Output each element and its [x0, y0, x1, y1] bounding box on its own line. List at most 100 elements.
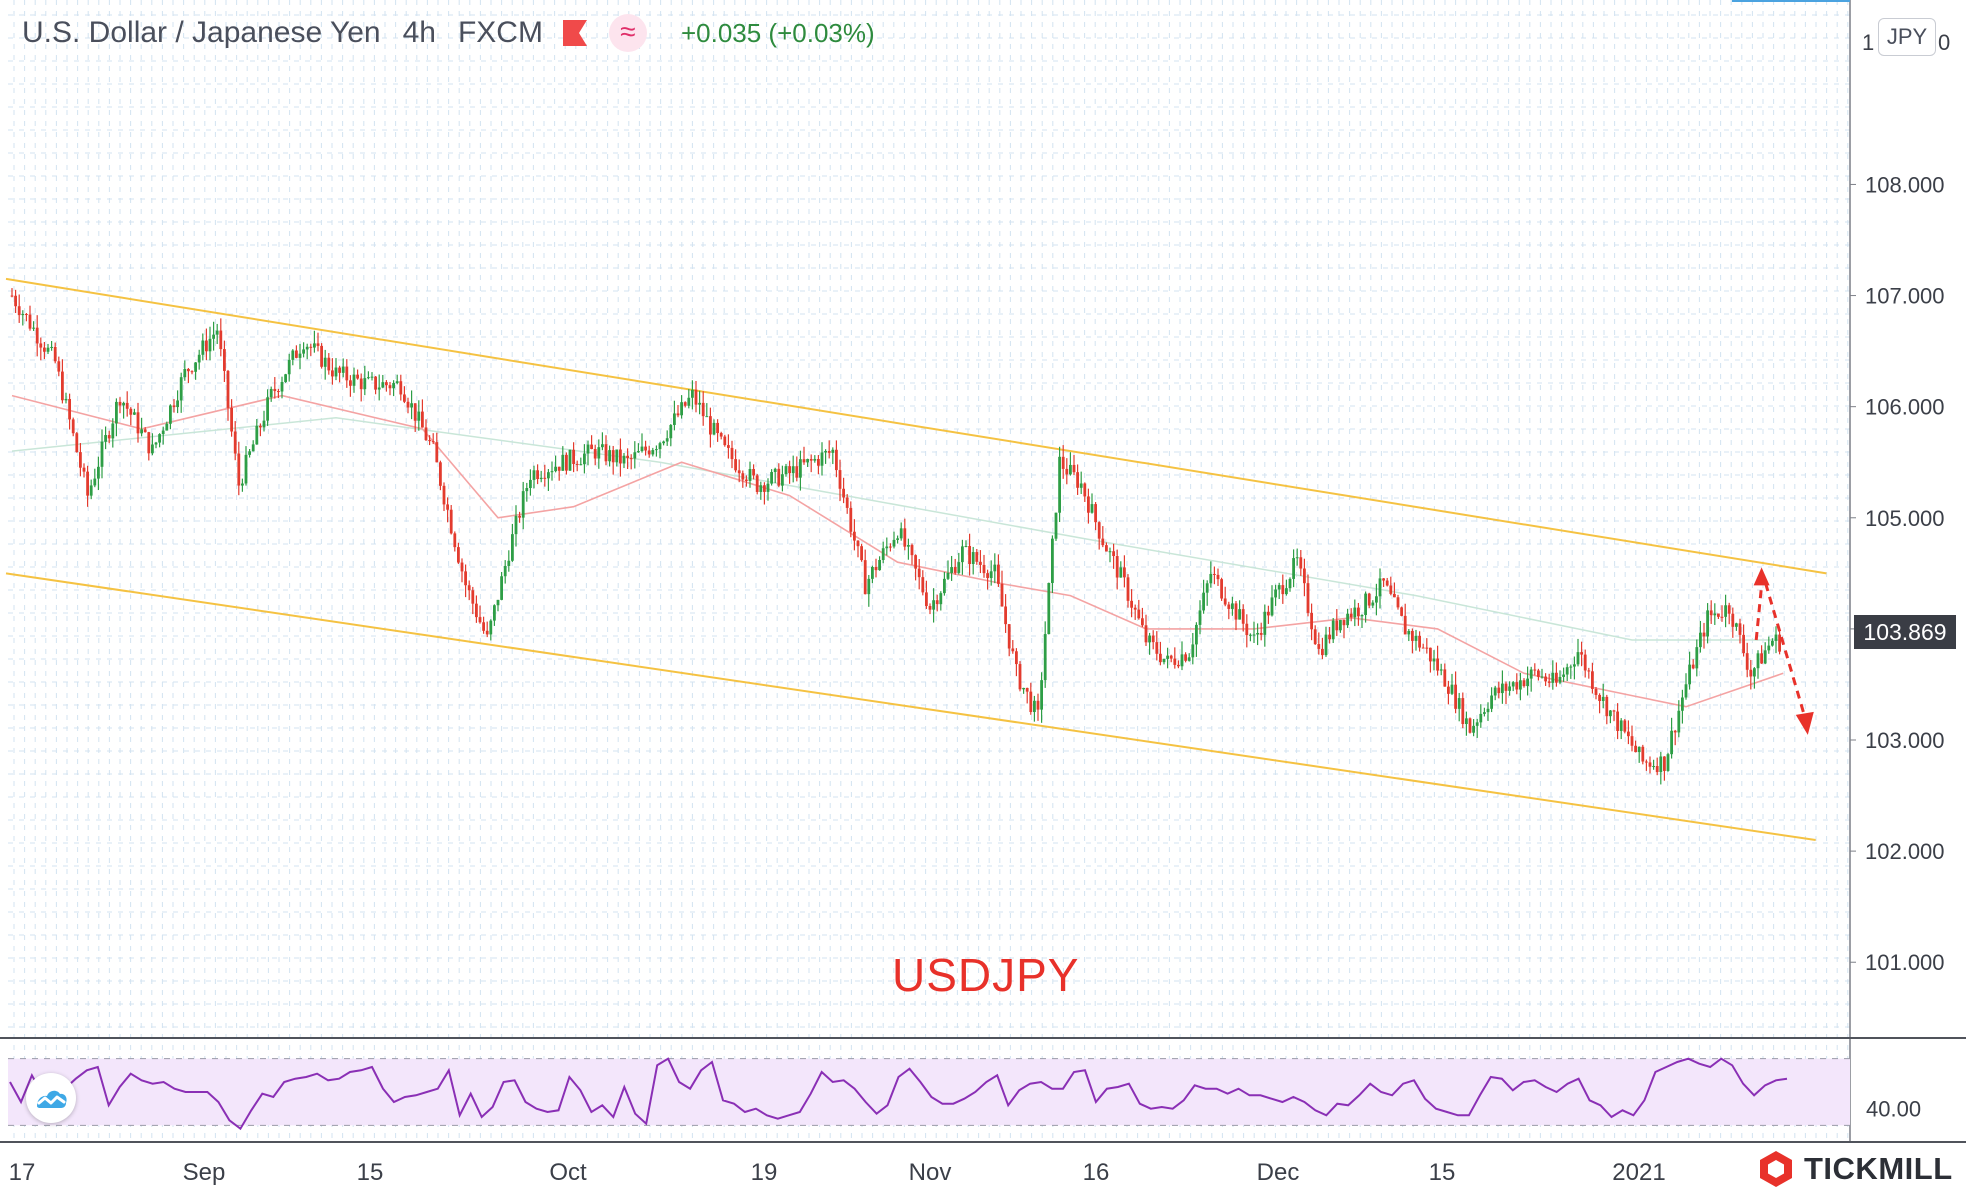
- candle-body-up: [1637, 746, 1641, 753]
- candle-body-down: [1105, 545, 1108, 552]
- candle-body-up: [1043, 634, 1047, 681]
- candle-body-down: [1004, 606, 1007, 625]
- candle-body-down: [763, 485, 766, 492]
- candle-body-up: [597, 447, 601, 459]
- candle-body-down: [1357, 607, 1360, 617]
- candle-body-down: [827, 450, 831, 453]
- candle-body-up: [1713, 613, 1717, 616]
- candle-body-down: [1281, 585, 1285, 595]
- candle-body-up: [1346, 613, 1349, 626]
- candle-body-up: [1198, 610, 1202, 625]
- interval-label[interactable]: 4h: [402, 16, 436, 49]
- candle-body-down: [237, 453, 241, 486]
- candle-body-up: [165, 423, 169, 431]
- candle-body-up: [140, 429, 143, 434]
- candle-body-up: [773, 468, 777, 473]
- candle-body-down: [1537, 670, 1540, 677]
- candle-body-down: [1580, 652, 1583, 655]
- candle-body-up: [1375, 596, 1378, 603]
- candle-body-up: [601, 444, 604, 448]
- candle-body-down: [701, 402, 705, 417]
- candle-body-up: [1573, 664, 1576, 667]
- candle-body-down: [845, 497, 849, 508]
- forecast-down-arrowhead: [1795, 711, 1814, 735]
- candle-body-down: [1184, 654, 1187, 661]
- candle-body-down: [1702, 632, 1706, 637]
- candle-body-up: [266, 397, 269, 421]
- candle-body-up: [1331, 620, 1335, 640]
- candle-body-up: [158, 434, 161, 443]
- candle-body-down: [719, 433, 723, 437]
- candle-body-down: [975, 552, 979, 562]
- candle-body-down: [755, 475, 759, 492]
- candle-body-up: [302, 349, 305, 354]
- source-label[interactable]: FXCM: [457, 16, 543, 49]
- candle-body-up: [1519, 680, 1522, 690]
- candle-body-up: [212, 334, 215, 339]
- candle-body-down: [1468, 718, 1472, 733]
- candle-body-up: [665, 438, 669, 442]
- candle-body-down: [903, 528, 907, 547]
- candle-body-down: [349, 380, 352, 386]
- candle-body-down: [464, 571, 467, 586]
- candle-body-up: [705, 416, 709, 418]
- brand-name: TICKMILL: [1804, 1151, 1953, 1186]
- candle-body-down: [356, 374, 359, 379]
- price-tick-label-partial: 0: [1938, 30, 1950, 55]
- candle-body-down: [1544, 676, 1547, 682]
- candle-body-up: [759, 485, 763, 492]
- candle-body-up: [1339, 620, 1342, 631]
- candle-body-down: [1616, 711, 1619, 731]
- candle-body-down: [1547, 681, 1551, 683]
- candle-body-down: [1025, 687, 1029, 692]
- candle-body-up: [1526, 678, 1529, 687]
- candle-body-up: [1054, 512, 1058, 539]
- candle-body-up: [1285, 588, 1288, 595]
- candle-body-up: [1371, 602, 1375, 606]
- approx-wave-icon[interactable]: ≈: [608, 14, 647, 52]
- candle-body-down: [737, 470, 741, 474]
- candle-body-down: [230, 407, 233, 432]
- candle-body-up: [392, 383, 395, 389]
- candles: [10, 288, 1781, 785]
- candle-body-up: [1378, 578, 1382, 597]
- candle-body-down: [1447, 686, 1450, 694]
- candle-body-down: [1328, 634, 1331, 640]
- candle-body-down: [35, 327, 39, 344]
- candle-body-down: [1144, 625, 1148, 643]
- candle-body-up: [1688, 664, 1691, 685]
- candle-body-down: [694, 389, 698, 405]
- candle-body-down: [1137, 609, 1141, 619]
- candle-body-up: [1353, 607, 1357, 618]
- candle-body-down: [1421, 647, 1425, 649]
- candle-body-down: [1115, 556, 1119, 578]
- rsi-pane-badge[interactable]: [26, 1073, 76, 1123]
- candle-body-up: [1364, 593, 1367, 616]
- candle-body-down: [1321, 648, 1324, 656]
- candle-body-down: [219, 330, 223, 350]
- candle-body-up: [363, 378, 367, 390]
- currency-badge[interactable]: JPY: [1878, 18, 1936, 56]
- candle-body-down: [565, 454, 568, 471]
- candle-body-up: [1486, 708, 1490, 713]
- price-tick-label: 107.000: [1865, 284, 1945, 309]
- candle-body-up: [885, 546, 889, 549]
- candle-body-down: [1141, 618, 1144, 626]
- candle-body-up: [291, 350, 295, 360]
- candle-body-down: [1342, 620, 1346, 626]
- candle-body-up: [691, 389, 694, 398]
- candle-body-up: [503, 565, 507, 577]
- candle-body-up: [561, 454, 565, 471]
- candle-body-down: [1587, 670, 1591, 672]
- pair-name[interactable]: U.S. Dollar / Japanese Yen: [22, 16, 381, 49]
- candle-body-up: [1681, 697, 1684, 711]
- candle-body-down: [1522, 680, 1526, 687]
- candle-body-down: [1727, 605, 1731, 614]
- candle-body-up: [1490, 695, 1493, 709]
- rsi-line: [9, 1057, 1788, 1131]
- candle-body-up: [64, 398, 68, 401]
- candle-body-up: [1033, 700, 1036, 713]
- candle-body-down: [1738, 623, 1742, 635]
- candle-body-down: [413, 403, 417, 421]
- forecast-up-arrowhead: [1753, 567, 1770, 586]
